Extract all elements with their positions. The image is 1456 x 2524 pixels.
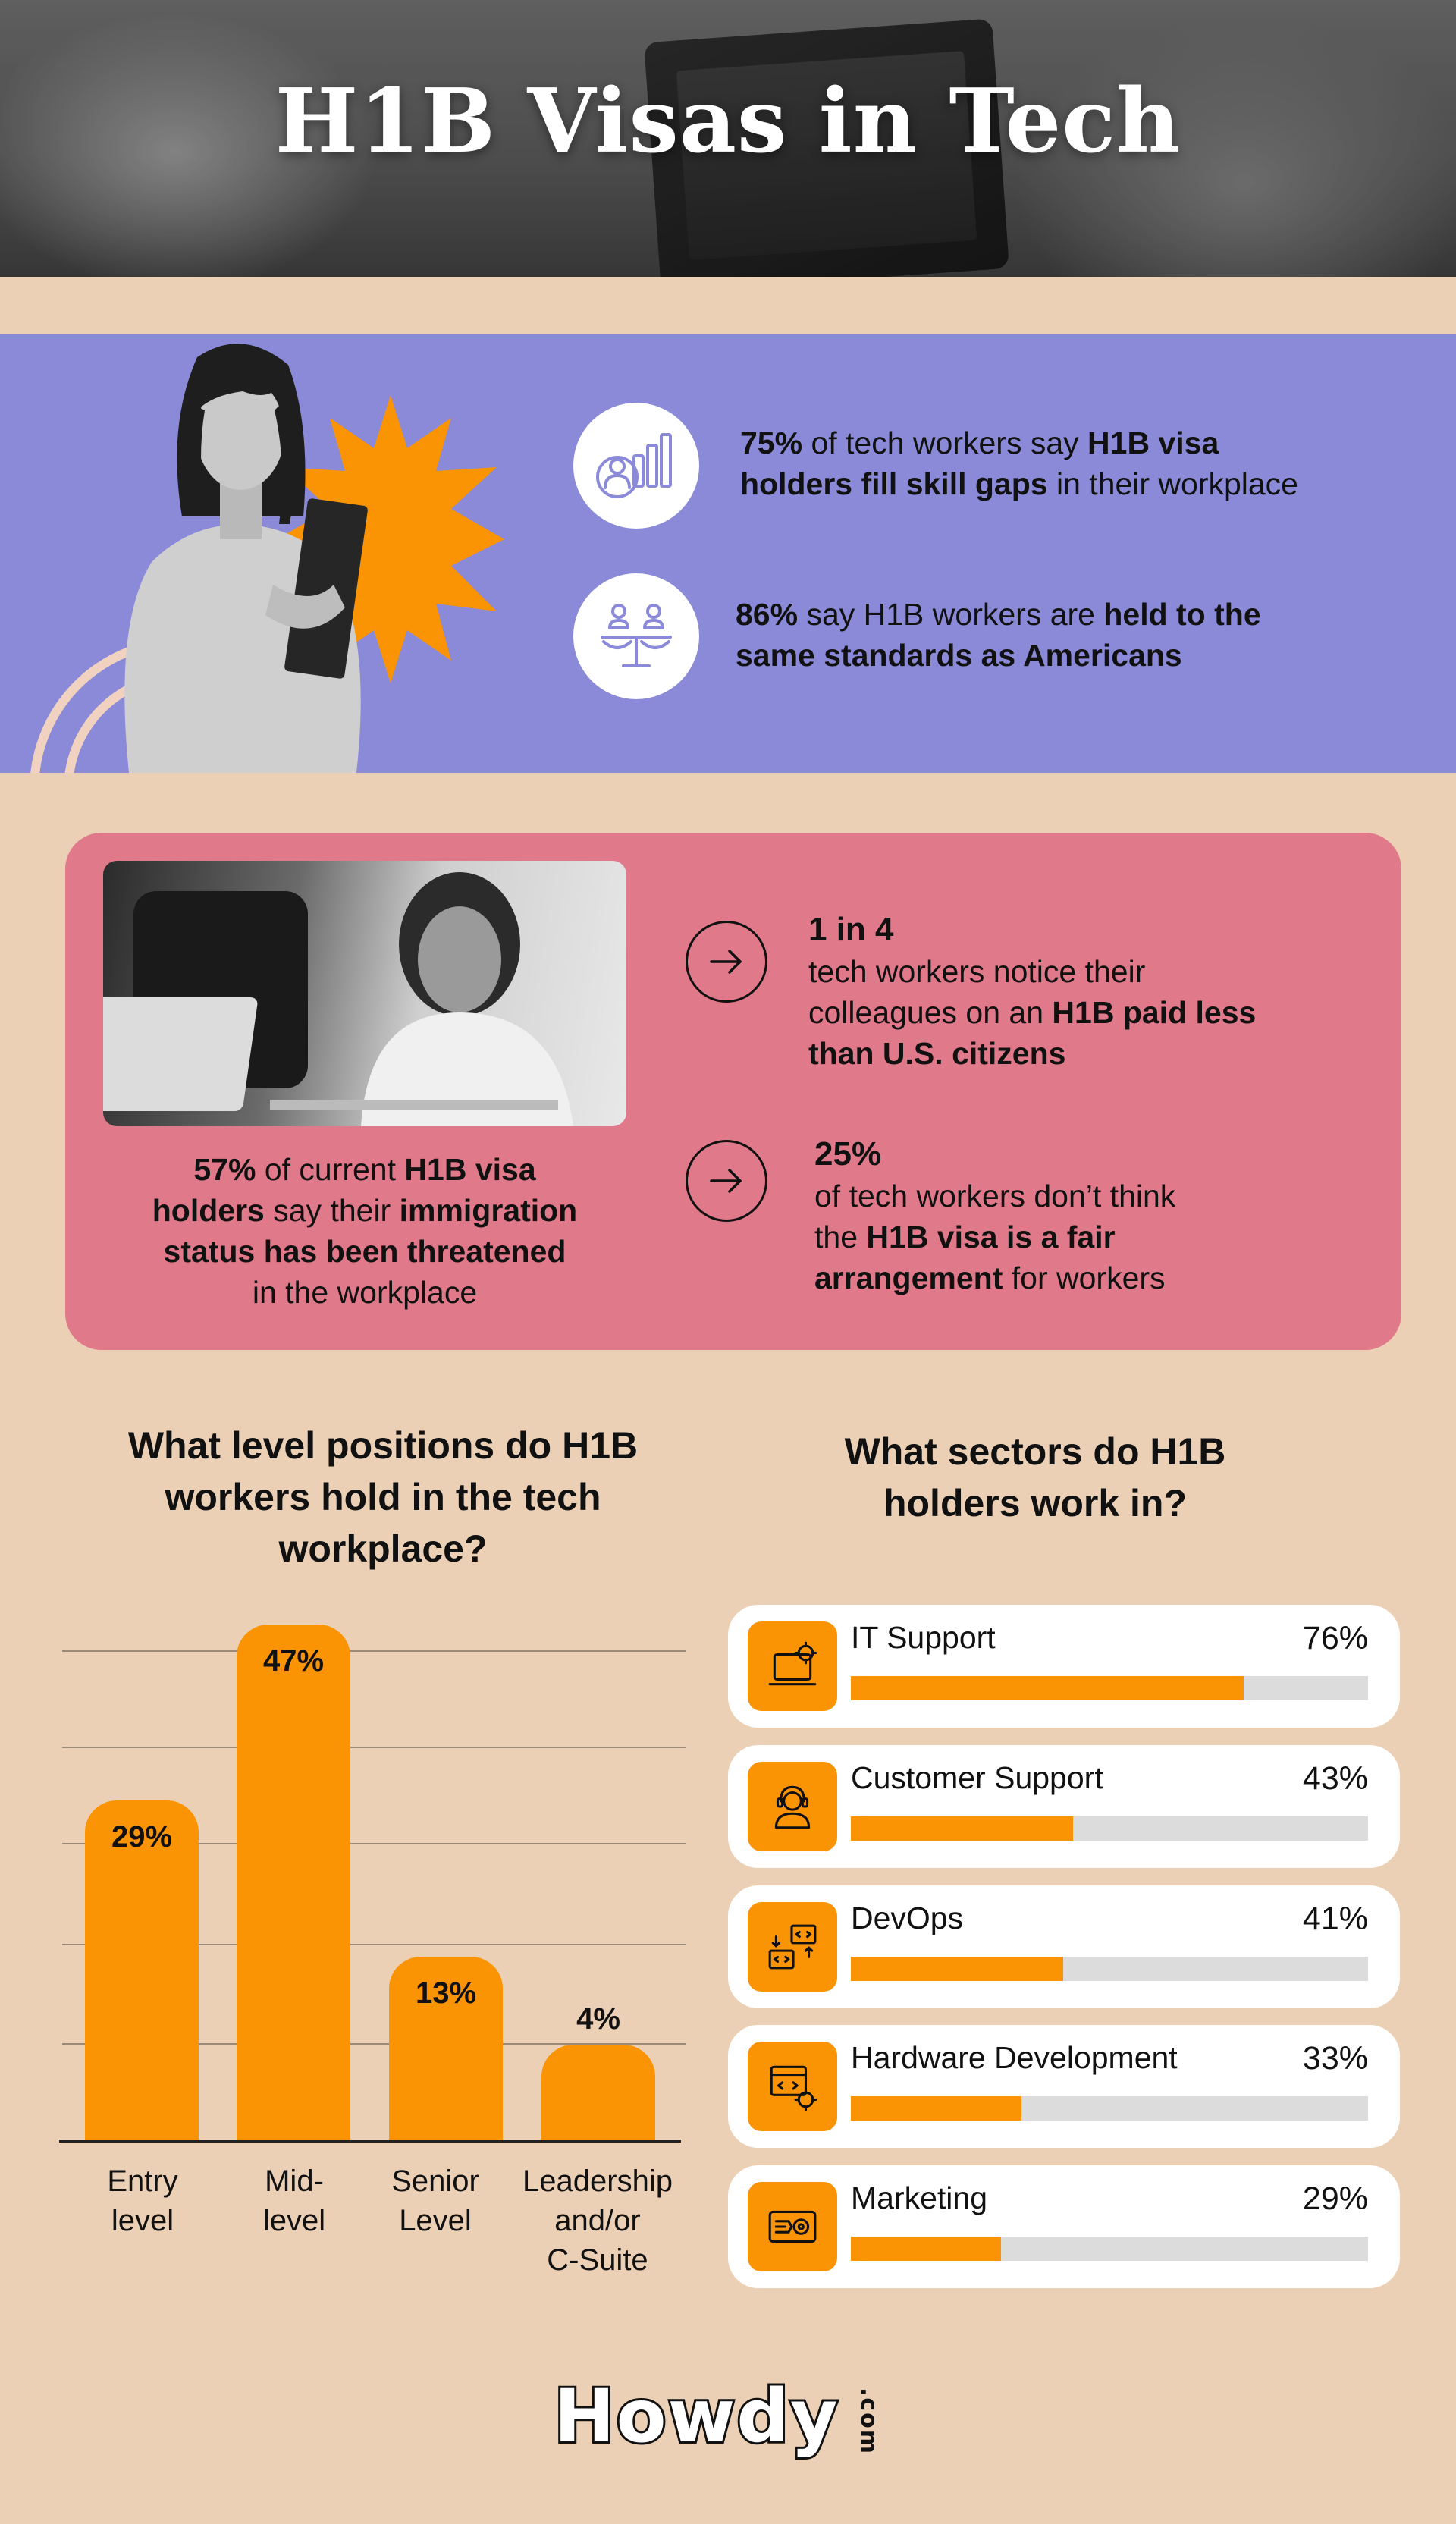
sector-bar-fill [851, 2096, 1021, 2121]
category-label-line: level [262, 2204, 326, 2237]
sector-card: IT Support 76% [728, 1605, 1400, 1728]
gridline [62, 1944, 686, 1945]
stat-86-text: 86% say H1B workers are held to the same… [736, 597, 1261, 673]
stat-icon-circle-1 [573, 403, 699, 529]
category-label: Entry level [59, 2161, 226, 2240]
sectors-title-line: What sectors do H1B [844, 1430, 1226, 1473]
arrow-right-icon [710, 1169, 742, 1193]
stat-75-text: 75% of tech workers say H1B visa holders… [740, 425, 1298, 501]
woman-with-folder-illustration [124, 344, 368, 773]
category-label-line: Entry [107, 2165, 178, 2198]
bar-value-label: 13% [415, 1976, 477, 2011]
bar-value-label: 47% [262, 1643, 325, 1678]
bar [237, 1624, 350, 2140]
code-windows-icon [768, 1924, 817, 1970]
sector-bar-fill [851, 1676, 1244, 1700]
levels-title-line: What level positions do H1B [127, 1424, 639, 1467]
sector-icon-tile [748, 1902, 837, 1992]
chart-people-icon [596, 433, 672, 498]
sector-card: DevOps 41% [728, 1885, 1400, 2008]
gridline [62, 1843, 686, 1844]
gridline [62, 2043, 686, 2045]
category-label-line: Leadership [522, 2165, 673, 2198]
page-title: H1B Visas in Tech [275, 70, 1181, 173]
sector-icon-tile [748, 2042, 837, 2131]
sector-name: DevOps [851, 1901, 964, 1935]
scale-people-icon [601, 604, 672, 667]
marketing-icon [768, 2210, 817, 2243]
category-label: Leadership and/or C-Suite [514, 2161, 681, 2280]
category-label-line: and/or [554, 2204, 641, 2237]
stat-25-text: of tech workers don’t think the H1B visa… [814, 1179, 1176, 1295]
category-label-line: Mid- [265, 2165, 324, 2198]
sector-percent: 41% [1302, 1901, 1368, 1937]
arrow-right-icon [710, 950, 742, 974]
sector-card: Hardware Development 33% [728, 2025, 1400, 2148]
levels-chart-title: What level positions do H1B workers hold… [46, 1420, 720, 1574]
sector-icon-tile [748, 2182, 837, 2271]
sector-percent: 29% [1302, 2180, 1368, 2217]
quote-57-text: 57% of current H1B visa holders say thei… [152, 1152, 578, 1310]
gridline [62, 1747, 686, 1748]
sectors-chart-title: What sectors do H1B holders work in? [728, 1426, 1342, 1529]
sector-card: Customer Support 43% [728, 1745, 1400, 1868]
starburst-shape [277, 395, 504, 683]
logo-wordmark: Howdy [551, 2372, 839, 2461]
sector-icon-tile [748, 1762, 837, 1851]
bar-value-label: 29% [111, 1819, 173, 1854]
bar [541, 2045, 655, 2140]
laptop-gear-icon [768, 1641, 817, 1686]
bar [85, 1800, 199, 2140]
sector-percent: 33% [1302, 2040, 1368, 2077]
levels-title-line: workplace? [278, 1527, 488, 1570]
stressed-worker-photo [103, 861, 626, 1126]
category-label-line: C-Suite [547, 2243, 648, 2277]
sector-name: Customer Support [851, 1760, 1103, 1795]
category-label-line: level [111, 2204, 174, 2237]
x-axis-line [59, 2140, 681, 2143]
levels-title-line: workers hold in the tech [165, 1476, 601, 1518]
arrow-icon-circle-2 [686, 1140, 767, 1222]
gridline [62, 1650, 686, 1652]
stressed-worker-illustration [103, 872, 573, 1126]
sectors-title-line: holders work in? [883, 1482, 1188, 1524]
sector-bar-fill [851, 1816, 1073, 1841]
headset-agent-icon [774, 1785, 811, 1829]
sector-card: Marketing 29% [728, 2165, 1400, 2288]
sector-bar-fill [851, 2237, 1001, 2261]
category-label: Mid-level [211, 2161, 378, 2240]
category-label-line: Level [399, 2204, 472, 2237]
stat-1-in-4-block: 1 in 4 tech workers notice their colleag… [808, 909, 1385, 1074]
category-label: Senior Level [352, 2161, 519, 2240]
howdy-logo: Howdy .com [0, 2372, 1456, 2461]
sector-name: IT Support [851, 1620, 996, 1655]
stat-25-head: 25% [814, 1135, 882, 1173]
sector-percent: 43% [1302, 1760, 1368, 1797]
logo-suffix: .com [855, 2387, 882, 2456]
stat-icon-circle-2 [573, 573, 699, 699]
header-overlay [0, 0, 1456, 277]
bar [389, 1957, 503, 2140]
bar-value-label: 4% [576, 2002, 620, 2036]
arrow-icon-circle-1 [686, 921, 767, 1003]
stat-25-block: 25% of tech workers don’t think the H1B … [814, 1133, 1391, 1298]
stat-1-in-4-text: tech workers notice their colleagues on … [808, 954, 1257, 1071]
purple-stats-band: 75% of tech workers say H1B visa holders… [0, 334, 1456, 773]
sector-icon-tile [748, 1621, 837, 1711]
sector-bar-fill [851, 1957, 1063, 1981]
stat-1-in-4-head: 1 in 4 [808, 911, 894, 948]
category-label-line: Senior [391, 2165, 479, 2198]
sector-name: Marketing [851, 2180, 988, 2215]
code-gear-icon [770, 2065, 817, 2111]
sector-percent: 76% [1302, 1620, 1368, 1656]
header-banner: H1B Visas in Tech [0, 0, 1456, 277]
sector-name: Hardware Development [851, 2040, 1178, 2075]
